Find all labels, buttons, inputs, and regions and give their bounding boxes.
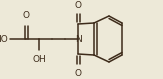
- Text: O: O: [22, 12, 30, 20]
- Text: N: N: [75, 35, 81, 44]
- Text: O: O: [74, 0, 82, 9]
- Text: O: O: [74, 68, 82, 77]
- Text: OH: OH: [32, 56, 46, 64]
- Text: HO: HO: [0, 35, 8, 44]
